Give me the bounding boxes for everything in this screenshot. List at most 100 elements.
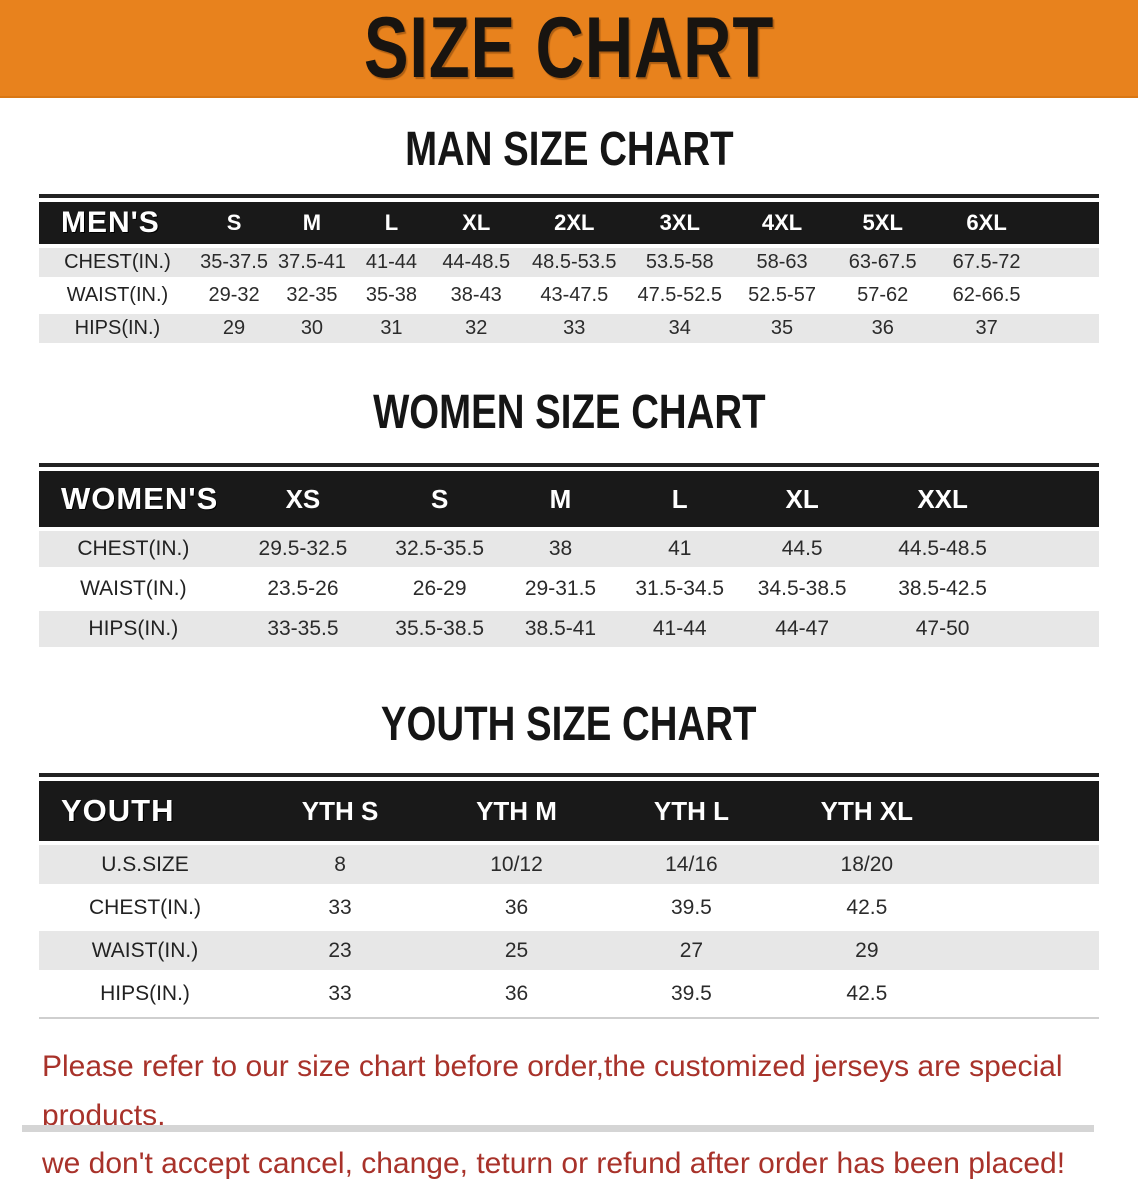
- spacer-cell: [955, 931, 1099, 970]
- size-value-cell: 33: [328, 895, 352, 919]
- size-value-cell: 58-63: [756, 251, 808, 273]
- size-value-cell: 62-66.5: [952, 284, 1021, 306]
- disclaimer-line-1: Please refer to our size chart before or…: [42, 1050, 1063, 1132]
- row-label: WAIST(IN.): [66, 284, 169, 306]
- size-column-header: 2XL: [554, 210, 595, 235]
- spacer-cell: [1021, 531, 1099, 567]
- size-value-cell: 27: [679, 938, 704, 962]
- size-value-cell: 41-44: [365, 251, 418, 273]
- row-label: HIPS(IN.): [74, 317, 161, 339]
- size-value-cell: 41-44: [652, 617, 707, 640]
- size-column-header: YTH M: [476, 795, 557, 826]
- size-value-cell: 63-67.5: [848, 251, 917, 273]
- size-column-header: M: [549, 483, 572, 514]
- size-value-cell: 44.5: [781, 537, 823, 560]
- size-value-cell: 43-47.5: [540, 284, 609, 306]
- table-row: WAIST(IN.) 23 25 27 29: [39, 931, 1099, 970]
- size-value-cell: 41: [668, 537, 692, 560]
- size-column-header: 3XL: [659, 210, 700, 235]
- table-corner-label: YOUTH: [61, 793, 175, 828]
- bottom-divider: [22, 1125, 1094, 1132]
- table-row: CHEST(IN.) 33 36 39.5 42.5: [39, 888, 1099, 927]
- mens-size-table: MEN'S S M L XL 2XL 3XL 4XL 5XL 6XL CHEST(IN.) 35-37…: [39, 194, 1099, 347]
- size-column-header: 4XL: [761, 210, 803, 235]
- size-value-cell: 47.5-52.5: [637, 284, 722, 306]
- size-value-cell: 44-48.5: [442, 251, 511, 273]
- row-label: WAIST(IN.): [91, 938, 199, 962]
- size-value-cell: 44.5-48.5: [898, 537, 987, 560]
- size-value-cell: 35-37.5: [200, 251, 268, 273]
- size-value-cell: 29.5-32.5: [258, 537, 348, 560]
- size-value-cell: 37.5-41: [278, 251, 346, 273]
- size-value-cell: 42.5: [846, 981, 888, 1005]
- spacer-cell: [955, 974, 1099, 1013]
- size-value-cell: 34: [668, 317, 691, 339]
- spacer-cell: [1021, 471, 1099, 527]
- size-value-cell: 29: [222, 317, 246, 339]
- size-value-cell: 10/12: [490, 852, 543, 876]
- size-column-header: XS: [285, 483, 321, 514]
- table-row: CHEST(IN.) 35-37.5 37.5-41 41-44 44-48.5 48.5…: [39, 248, 1099, 277]
- womens-size-table: WOMEN'S XS S M L XL XXL CHEST(IN.) 29.5-32.5 32.5…: [39, 463, 1099, 651]
- spacer-cell: [1021, 571, 1099, 607]
- youth-size-chart-title-text: YOUTH SIZE CHART: [381, 698, 757, 751]
- size-value-cell: 33: [328, 981, 352, 1005]
- size-value-cell: 57-62: [857, 284, 909, 306]
- size-value-cell: 35.5-38.5: [395, 617, 485, 640]
- disclaimer-text: Please refer to our size chart before or…: [0, 1043, 1138, 1189]
- table-row: WAIST(IN.) 23.5-26 26-29 29-31.5 31.5-34.5 34…: [39, 571, 1099, 607]
- row-label: WAIST(IN.): [80, 577, 187, 600]
- size-column-header: YTH XL: [820, 795, 914, 826]
- spacer-cell: [955, 888, 1099, 927]
- row-label: CHEST(IN.): [89, 895, 201, 919]
- size-value-cell: 42.5: [846, 895, 888, 919]
- size-column-header: S: [226, 210, 242, 235]
- size-column-header: XXL: [917, 483, 968, 514]
- size-value-cell: 36: [504, 895, 529, 919]
- size-value-cell: 18/20: [840, 852, 894, 876]
- row-label: HIPS(IN.): [100, 981, 190, 1005]
- youth-size-chart-title: YOUTH SIZE CHART: [0, 701, 1138, 749]
- size-value-cell: 39.5: [670, 981, 712, 1005]
- table-row: U.S.SIZE 8 10/12 14/16 18/20: [39, 845, 1099, 884]
- youth-size-table: YOUTH YTH S YTH M YTH L YTH XL U.S.SIZE 8 10/12…: [39, 773, 1099, 1019]
- size-column-header: YTH S: [301, 795, 379, 826]
- size-value-cell: 36: [871, 317, 894, 339]
- size-column-header: S: [430, 483, 449, 514]
- size-value-cell: 36: [504, 981, 529, 1005]
- size-value-cell: 33: [563, 317, 586, 339]
- size-value-cell: 31: [380, 317, 403, 339]
- size-value-cell: 47-50: [915, 617, 970, 640]
- size-column-header: YTH L: [653, 795, 729, 826]
- size-column-header: XL: [462, 210, 491, 235]
- spacer-cell: [955, 845, 1099, 884]
- size-value-cell: 34.5-38.5: [757, 577, 847, 600]
- size-value-cell: 53.5-58: [645, 251, 714, 273]
- size-column-header: XL: [785, 483, 819, 514]
- size-value-cell: 14/16: [665, 852, 718, 876]
- size-value-cell: 33-35.5: [267, 617, 339, 640]
- size-value-cell: 39.5: [670, 895, 712, 919]
- size-value-cell: 38.5-41: [524, 617, 597, 640]
- spacer-cell: [1040, 248, 1099, 277]
- size-value-cell: 30: [300, 317, 324, 339]
- size-value-cell: 23: [328, 938, 352, 962]
- size-value-cell: 52.5-57: [748, 284, 816, 306]
- table-row: CHEST(IN.) 29.5-32.5 32.5-35.5 38 41 44.5 44.5…: [39, 531, 1099, 567]
- table-corner-label: MEN'S: [61, 206, 160, 239]
- size-value-cell: 29: [855, 938, 879, 962]
- row-label: CHEST(IN.): [64, 251, 171, 273]
- women-size-chart-title-text: WOMEN SIZE CHART: [372, 386, 766, 439]
- size-column-header: M: [302, 210, 322, 235]
- table-row: HIPS(IN.) 33 36 39.5 42.5: [39, 974, 1099, 1013]
- size-value-cell: 44-47: [775, 617, 830, 640]
- spacer-cell: [1021, 611, 1099, 647]
- size-value-cell: 26-29: [412, 577, 467, 600]
- size-value-cell: 31.5-34.5: [635, 577, 725, 600]
- size-column-header: 5XL: [862, 210, 903, 235]
- table-row: HIPS(IN.) 33-35.5 35.5-38.5 38.5-41 41-44 44-…: [39, 611, 1099, 647]
- size-value-cell: 38-43: [450, 284, 502, 306]
- disclaimer-line-2: we don't accept cancel, change, teturn o…: [42, 1147, 1066, 1181]
- banner-title: SIZE CHART: [363, 0, 775, 96]
- man-size-chart-title: MAN SIZE CHART: [0, 126, 1138, 174]
